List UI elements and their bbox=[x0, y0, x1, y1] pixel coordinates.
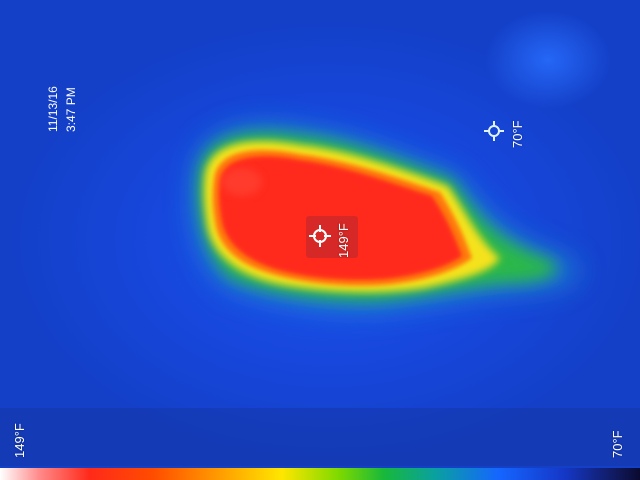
timestamp: 11/13/16 3:47 PM bbox=[44, 72, 84, 132]
crosshair-icon bbox=[308, 224, 332, 248]
cold-spot-temperature: 70°F bbox=[510, 120, 525, 148]
scale-max-label: 149°F bbox=[12, 423, 27, 458]
center-spot-temperature: 149°F bbox=[336, 223, 351, 258]
scale-min-label: 70°F bbox=[610, 430, 625, 458]
scale-bar bbox=[0, 408, 640, 466]
crosshair-icon[interactable] bbox=[483, 120, 505, 142]
capture-date: 11/13/16 bbox=[46, 86, 60, 132]
color-scale-gradient bbox=[0, 468, 640, 480]
capture-time: 3:47 PM bbox=[64, 87, 78, 132]
